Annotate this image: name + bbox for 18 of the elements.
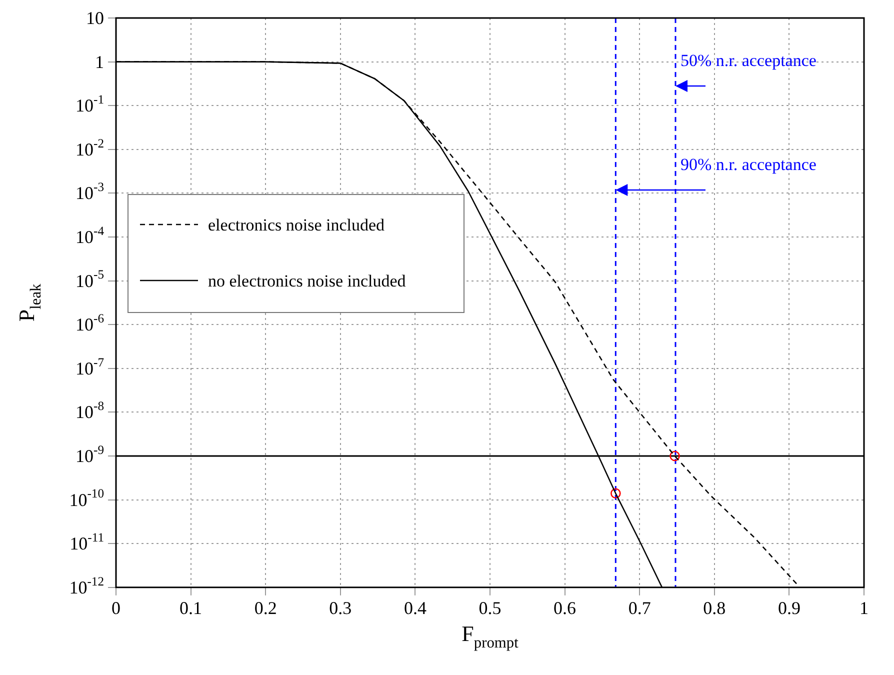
x-tick-label: 0.5: [478, 598, 502, 618]
x-tick-label: 0.2: [254, 598, 277, 618]
x-tick-label: 0: [112, 598, 120, 618]
y-tick-label: 10: [86, 8, 104, 28]
legend-label: electronics noise included: [208, 216, 386, 235]
legend-label: no electronics noise included: [208, 272, 406, 291]
y-tick-label: 1: [95, 52, 104, 72]
x-tick-label: 0.9: [778, 598, 800, 618]
x-tick-label: 0.8: [703, 598, 726, 618]
x-tick-label: 0.4: [404, 598, 426, 618]
x-tick-label: 0.7: [628, 598, 651, 618]
x-tick-label: 0.1: [180, 598, 202, 618]
ref-line-label: 50% n.r. acceptance: [680, 51, 816, 70]
y-axis-title: Pleak: [14, 283, 45, 322]
x-tick-label: 0.6: [554, 598, 576, 618]
ref-line-label: 90% n.r. acceptance: [680, 155, 816, 174]
x-tick-label: 0.3: [329, 598, 352, 618]
x-tick-label: 1: [860, 598, 868, 618]
